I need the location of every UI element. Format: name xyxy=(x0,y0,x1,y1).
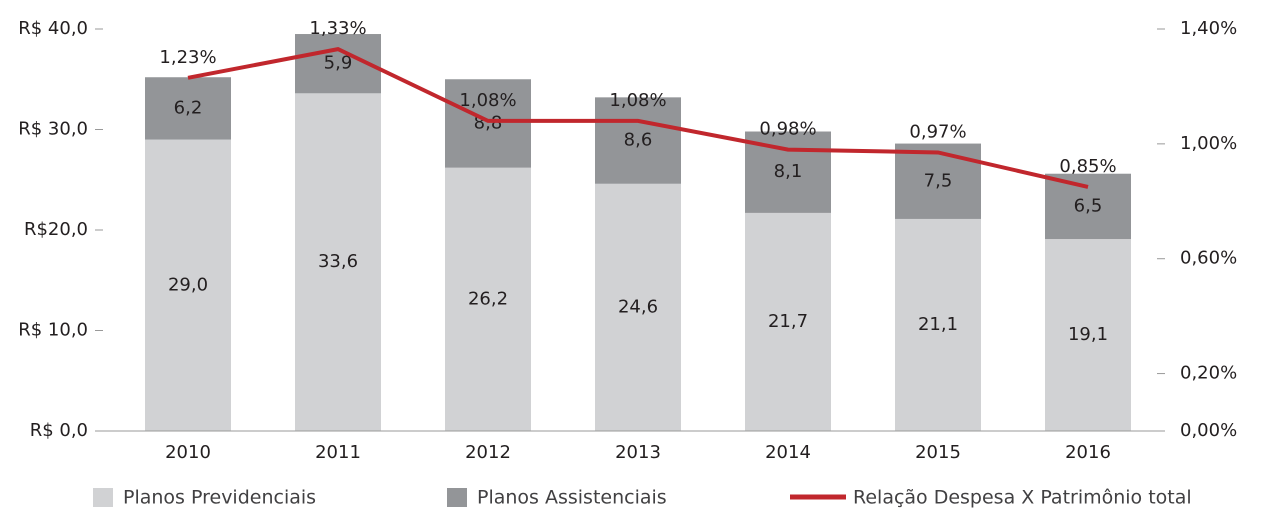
line-value-label: 1,23% xyxy=(159,47,216,68)
line-value-label: 0,85% xyxy=(1059,156,1116,177)
legend-label: Relação Despesa X Patrimônio total xyxy=(853,487,1192,509)
bar-segment xyxy=(445,167,531,431)
y2-tick-label: 1,00% xyxy=(1180,133,1237,154)
value-label: 21,1 xyxy=(918,314,958,335)
x-tick-label: 2015 xyxy=(915,442,961,463)
y-tick-label: R$ 30,0 xyxy=(18,119,88,140)
value-label: 8,6 xyxy=(624,130,653,151)
y-tick-label: R$ 40,0 xyxy=(18,18,88,39)
legend-swatch xyxy=(447,488,467,507)
value-label: 5,9 xyxy=(324,53,353,74)
bar-segment xyxy=(895,143,981,219)
value-label: 26,2 xyxy=(468,288,508,309)
x-tick-label: 2014 xyxy=(765,442,811,463)
bar-segment xyxy=(1045,173,1131,240)
bar-segment xyxy=(895,218,981,431)
x-tick-label: 2010 xyxy=(165,442,211,463)
bar-segment xyxy=(145,77,231,140)
y-tick-label: R$20,0 xyxy=(24,219,88,240)
value-label: 6,5 xyxy=(1074,195,1103,216)
line-value-label: 1,08% xyxy=(459,90,516,111)
legend-label: Planos Previdenciais xyxy=(123,487,316,509)
value-label: 29,0 xyxy=(168,274,208,295)
bar-segment xyxy=(595,97,681,184)
value-label: 7,5 xyxy=(924,170,953,191)
legend-swatch xyxy=(93,488,113,507)
bar-segment xyxy=(295,93,381,431)
y2-tick-label: 0,60% xyxy=(1180,248,1237,269)
bar-segment xyxy=(145,139,231,432)
value-label: 6,2 xyxy=(174,97,203,118)
x-tick-label: 2012 xyxy=(465,442,511,463)
legend-label: Planos Assistenciais xyxy=(477,487,667,509)
value-label: 19,1 xyxy=(1068,324,1108,345)
value-label: 33,6 xyxy=(318,251,358,272)
value-label: 21,7 xyxy=(768,311,808,332)
x-tick-label: 2011 xyxy=(315,442,361,463)
x-tick-label: 2013 xyxy=(615,442,661,463)
value-label: 24,6 xyxy=(618,296,658,317)
bar-segment xyxy=(445,79,531,168)
y2-tick-label: 0,00% xyxy=(1180,420,1237,441)
value-label: 8,1 xyxy=(774,161,803,182)
line-value-label: 1,08% xyxy=(609,90,666,111)
bar-segment xyxy=(1045,239,1131,431)
x-tick-label: 2016 xyxy=(1065,442,1111,463)
y2-tick-label: 1,40% xyxy=(1180,18,1237,39)
y-tick-label: R$ 0,0 xyxy=(30,420,88,441)
line-value-label: 1,33% xyxy=(309,18,366,39)
bar-segment xyxy=(745,212,831,431)
bar-segment xyxy=(595,183,681,431)
line-value-label: 0,97% xyxy=(909,121,966,142)
y2-tick-label: 0,20% xyxy=(1180,363,1237,384)
y-tick-label: R$ 10,0 xyxy=(18,320,88,341)
line xyxy=(187,47,1089,189)
line-value-label: 0,98% xyxy=(759,119,816,140)
